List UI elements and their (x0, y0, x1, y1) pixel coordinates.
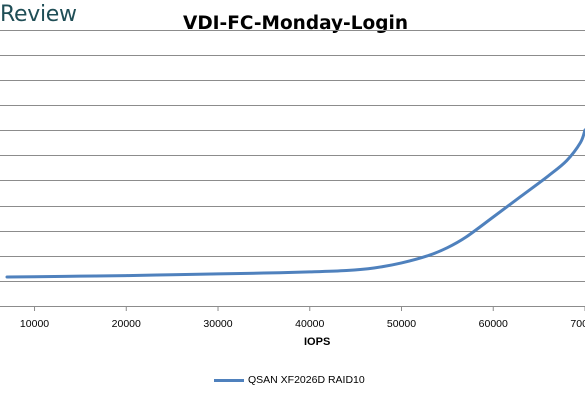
x-tick-label: 30000 (203, 318, 232, 330)
x-axis (0, 306, 585, 311)
x-tick-label: 50000 (387, 318, 416, 330)
x-axis-label: IOPS (304, 336, 331, 348)
x-tick-label: 40000 (295, 318, 324, 330)
chart-title: VDI-FC-Monday-Login (183, 13, 408, 34)
series-lines (5, 128, 585, 279)
x-tick-label: 10000 (20, 318, 49, 330)
x-tick-label: 70000 (570, 318, 585, 330)
gridlines (0, 30, 585, 282)
series-line (5, 128, 585, 279)
legend: QSAN XF2026D RAID10 (214, 374, 365, 386)
x-tick-label: 20000 (112, 318, 141, 330)
legend-label: QSAN XF2026D RAID10 (248, 374, 365, 386)
brand-logo-text: Review (0, 2, 77, 27)
x-tick-label: 60000 (479, 318, 508, 330)
legend-swatch (214, 378, 244, 382)
x-tick-labels: 10000 20000 30000 40000 50000 60000 70000 (20, 318, 585, 330)
